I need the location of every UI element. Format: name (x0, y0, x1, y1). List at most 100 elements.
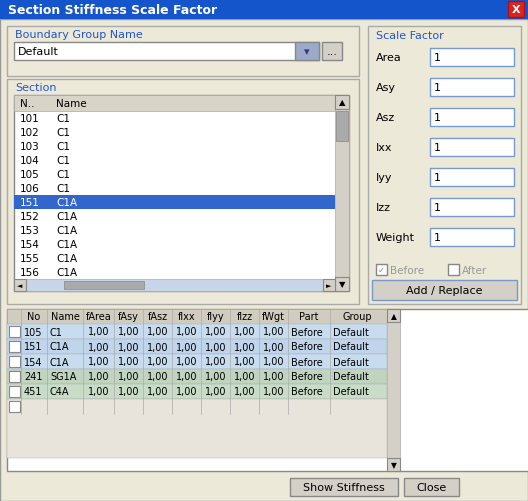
Text: 104: 104 (20, 156, 40, 166)
Text: 1,00: 1,00 (88, 342, 109, 352)
Bar (14, 96, 335, 112)
Text: 1,00: 1,00 (176, 357, 197, 367)
Text: 1,00: 1,00 (234, 357, 255, 367)
Text: Section: Section (15, 83, 56, 93)
Bar (448, 265, 459, 276)
Bar (9, 326, 20, 337)
Text: Default: Default (18, 47, 59, 57)
Text: Weight: Weight (376, 232, 415, 242)
Text: 1,00: 1,00 (234, 342, 255, 352)
Text: 1,00: 1,00 (263, 342, 284, 352)
Text: Boundary Group Name: Boundary Group Name (15, 30, 143, 40)
Text: 1,00: 1,00 (205, 342, 227, 352)
Text: C1: C1 (50, 327, 63, 337)
Text: Iyy: Iyy (376, 173, 392, 183)
Bar (14, 280, 335, 292)
Text: C1: C1 (56, 184, 70, 193)
Bar (14, 96, 349, 292)
Text: C1A: C1A (56, 225, 77, 235)
Text: 1,00: 1,00 (88, 372, 109, 382)
Text: Show Stiffness: Show Stiffness (303, 482, 385, 492)
Text: 1,00: 1,00 (118, 387, 139, 397)
Bar (372, 281, 517, 301)
Text: C1A: C1A (56, 268, 77, 278)
Text: Part: Part (299, 312, 319, 322)
Text: No: No (27, 312, 41, 322)
Text: 154: 154 (24, 357, 42, 367)
Bar (430, 228, 514, 246)
Bar (335, 96, 349, 292)
Text: 103: 103 (20, 142, 40, 152)
Text: flzz: flzz (237, 312, 252, 322)
Text: Before: Before (291, 387, 323, 397)
Text: 1,00: 1,00 (118, 342, 139, 352)
Bar (430, 109, 514, 127)
Text: Close: Close (417, 482, 447, 492)
Text: 1,00: 1,00 (263, 387, 284, 397)
Text: ◄: ◄ (17, 283, 23, 289)
Text: Izz: Izz (376, 202, 391, 212)
Text: 153: 153 (20, 225, 40, 235)
Bar (9, 371, 20, 382)
Text: C1: C1 (56, 142, 70, 152)
Text: 241: 241 (24, 372, 42, 382)
Bar (387, 310, 400, 322)
Text: Before: Before (291, 372, 323, 382)
Text: C1: C1 (56, 156, 70, 166)
Text: C1A: C1A (50, 357, 70, 367)
Bar (376, 265, 387, 276)
Bar (290, 478, 398, 496)
Text: fArea: fArea (86, 312, 111, 322)
Bar (295, 43, 319, 61)
Text: ...: ... (326, 47, 337, 57)
Text: Add / Replace: Add / Replace (406, 286, 482, 296)
Text: 1,00: 1,00 (147, 357, 168, 367)
Text: 451: 451 (24, 387, 42, 397)
Text: C1: C1 (56, 170, 70, 180)
Text: ▲: ▲ (391, 312, 397, 320)
Text: ▼: ▼ (391, 460, 397, 469)
Text: 1,00: 1,00 (176, 327, 197, 337)
Text: 1: 1 (434, 202, 441, 212)
Bar (322, 43, 342, 61)
Text: C1A: C1A (56, 254, 77, 264)
Bar (9, 401, 20, 412)
Text: 1,00: 1,00 (234, 327, 255, 337)
Bar (7, 399, 387, 458)
Bar (7, 354, 387, 369)
Text: C1: C1 (56, 128, 70, 138)
Text: Section Stiffness Scale Factor: Section Stiffness Scale Factor (8, 4, 217, 17)
Text: 1: 1 (434, 143, 441, 153)
Text: Ixx: Ixx (376, 143, 392, 153)
Text: SG1A: SG1A (50, 372, 77, 382)
Text: 102: 102 (20, 128, 40, 138)
Text: 152: 152 (20, 211, 40, 221)
Text: Before: Before (291, 327, 323, 337)
Text: 1,00: 1,00 (118, 372, 139, 382)
Bar (9, 341, 20, 352)
Text: 1,00: 1,00 (205, 327, 227, 337)
Text: C1A: C1A (56, 239, 77, 249)
Bar (7, 369, 387, 384)
Text: ▼: ▼ (339, 280, 345, 289)
Text: 105: 105 (24, 327, 42, 337)
Text: 151: 151 (24, 342, 42, 352)
Text: 1,00: 1,00 (88, 387, 109, 397)
Text: 1,00: 1,00 (147, 387, 168, 397)
Bar (430, 198, 514, 216)
Bar (7, 478, 521, 496)
Bar (430, 49, 514, 67)
Bar (387, 458, 400, 471)
Bar (64, 282, 144, 290)
Text: 1,00: 1,00 (147, 327, 168, 337)
Text: 1,00: 1,00 (263, 327, 284, 337)
Text: 1,00: 1,00 (88, 327, 109, 337)
Text: 151: 151 (20, 197, 40, 207)
Bar (7, 339, 387, 354)
Bar (7, 80, 359, 305)
Bar (368, 27, 521, 305)
Text: Default: Default (333, 372, 369, 382)
Bar (508, 2, 524, 18)
Text: 1: 1 (434, 232, 441, 242)
Text: ✓: ✓ (378, 266, 384, 275)
